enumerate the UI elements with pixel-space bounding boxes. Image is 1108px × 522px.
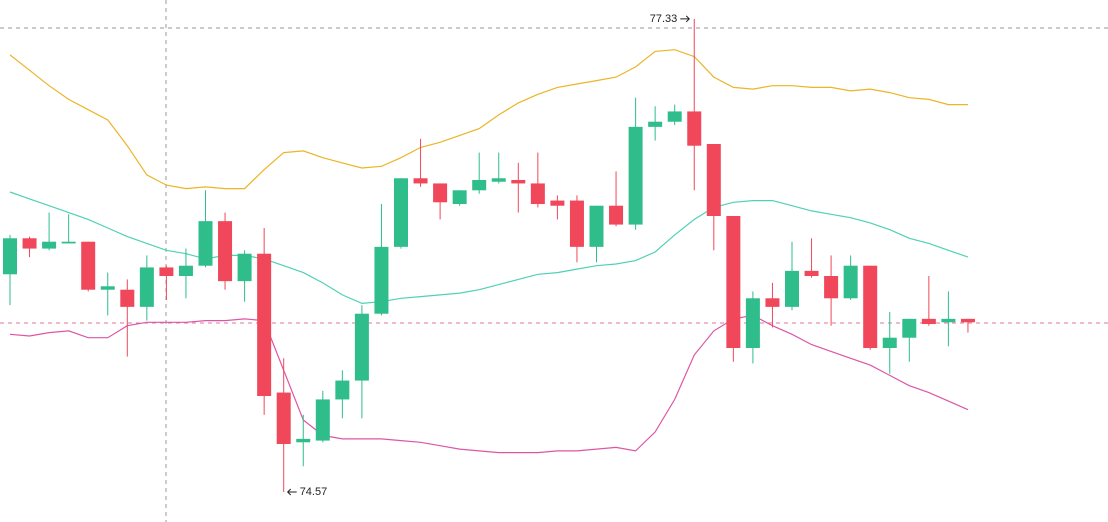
candle-body — [237, 253, 252, 282]
candle-body — [452, 190, 467, 204]
candle-body — [61, 241, 76, 244]
high-annotation: 77.33 — [650, 13, 678, 25]
band-line — [9, 49, 968, 190]
candle-body — [824, 276, 839, 299]
candle-body — [315, 399, 330, 441]
candle-body — [42, 241, 57, 249]
candle-body — [648, 121, 663, 127]
candle-body — [882, 337, 897, 348]
candle-body — [804, 270, 819, 276]
candle-body — [218, 221, 233, 282]
candle-body — [276, 392, 291, 444]
candle-body — [472, 180, 487, 191]
candle-body — [960, 318, 975, 323]
candle-body — [745, 298, 760, 348]
low-annotation: 74.57 — [300, 486, 328, 498]
candles — [3, 18, 975, 492]
candle-body — [178, 265, 193, 276]
candle-body — [628, 126, 643, 225]
band-line — [9, 191, 969, 305]
candle-body — [706, 144, 721, 216]
candle-body — [413, 178, 428, 184]
candle-body — [941, 318, 956, 323]
candle-body — [120, 289, 135, 307]
candle-body — [511, 180, 526, 184]
candle-body — [785, 270, 799, 307]
candle-body — [81, 241, 96, 290]
candle-body — [569, 200, 584, 247]
candle-body — [139, 267, 154, 307]
candle-body — [3, 238, 17, 275]
arrow-right — [680, 15, 690, 23]
candle-body — [550, 200, 565, 206]
candle-body — [863, 265, 878, 348]
candle-body — [257, 253, 272, 396]
candle-body — [394, 178, 408, 247]
candle-body — [100, 286, 115, 290]
band-line — [9, 314, 969, 454]
candle-body — [374, 246, 389, 314]
candle-body — [687, 111, 702, 146]
arrow-left — [286, 488, 297, 496]
candle-body — [22, 238, 37, 249]
candle-body — [530, 183, 545, 204]
candle-body — [843, 265, 858, 299]
candle-body — [726, 216, 741, 348]
candle-body — [667, 111, 682, 122]
annotations: 77.33 74.57 — [286, 13, 690, 498]
candle-body — [159, 267, 174, 276]
indicator-lines — [9, 49, 969, 454]
candle-body — [354, 313, 369, 381]
candle-body — [335, 380, 350, 400]
candle-body — [609, 205, 624, 225]
candle-body — [921, 318, 936, 324]
candle-body — [198, 221, 213, 266]
candle-body — [491, 178, 506, 182]
candle-body — [589, 205, 604, 247]
candle-body — [296, 438, 311, 443]
candle-body — [902, 318, 917, 338]
candle-body — [765, 298, 780, 307]
candle-body — [433, 183, 448, 203]
